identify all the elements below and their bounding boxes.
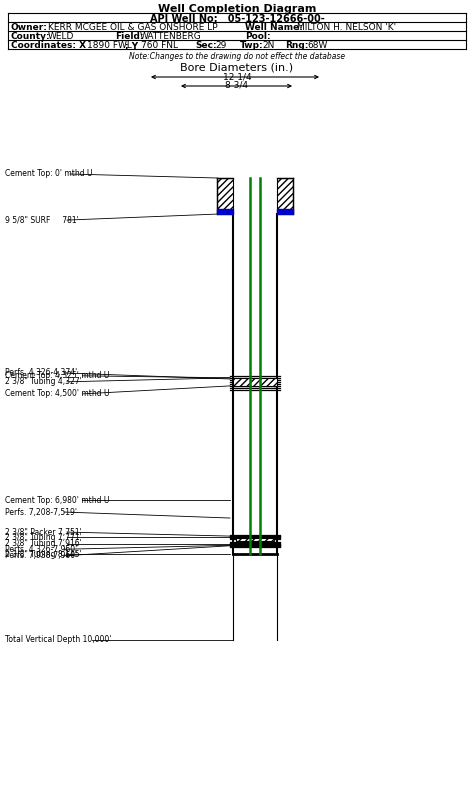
Text: 9 5/8" SURF     781': 9 5/8" SURF 781' <box>5 215 79 224</box>
Text: Twp:: Twp: <box>240 41 264 50</box>
Text: 2 3/8" Tubing 7,916': 2 3/8" Tubing 7,916' <box>5 539 82 548</box>
Text: 68W: 68W <box>307 41 328 50</box>
Text: 760 FNL: 760 FNL <box>141 41 178 50</box>
Text: WATTENBERG: WATTENBERG <box>140 32 202 41</box>
Text: Perfs. 4,326-7,960': Perfs. 4,326-7,960' <box>5 545 77 554</box>
Bar <box>277 209 293 214</box>
Text: Bore Diameters (in.): Bore Diameters (in.) <box>181 62 293 72</box>
Text: County:: County: <box>11 32 51 41</box>
Text: Perfs. 7,938-7,960': Perfs. 7,938-7,960' <box>5 551 77 560</box>
Text: Owner:: Owner: <box>11 23 48 32</box>
Text: Rng:: Rng: <box>285 41 309 50</box>
Bar <box>233 378 277 386</box>
Bar <box>217 178 233 214</box>
Text: Coordinates: X: Coordinates: X <box>11 41 86 50</box>
Text: Perfs. 4,326-4,374': Perfs. 4,326-4,374' <box>5 369 77 378</box>
Text: 29: 29 <box>215 41 227 50</box>
Text: 2 3/8" Tubing 7,771': 2 3/8" Tubing 7,771' <box>5 533 82 541</box>
Text: 2 3/8" Tubing 4,327': 2 3/8" Tubing 4,327' <box>5 378 82 387</box>
Text: 2 3/8" Tubing 8,145': 2 3/8" Tubing 8,145' <box>5 550 82 558</box>
Bar <box>277 178 293 214</box>
Text: 1890 FWL: 1890 FWL <box>87 41 132 50</box>
Text: ; Y: ; Y <box>125 41 138 50</box>
Text: Note:Changes to the drawing do not effect the database: Note:Changes to the drawing do not effec… <box>129 52 345 61</box>
Text: Cement Top: 0' mthd U: Cement Top: 0' mthd U <box>5 169 92 178</box>
Text: Well Completion Diagram: Well Completion Diagram <box>158 4 316 14</box>
Bar <box>236 538 274 541</box>
Text: 2 3/8" Packer 7,751': 2 3/8" Packer 7,751' <box>5 528 82 537</box>
Text: WELD: WELD <box>48 32 74 41</box>
Text: Cement Top: 4,325' mthd U: Cement Top: 4,325' mthd U <box>5 371 109 380</box>
Text: 2N: 2N <box>262 41 274 50</box>
Text: Pool:: Pool: <box>245 32 271 41</box>
Text: Well Name:: Well Name: <box>245 23 303 32</box>
Text: 8 3/4: 8 3/4 <box>226 81 248 90</box>
Text: MILTON H. NELSON 'K': MILTON H. NELSON 'K' <box>297 23 396 32</box>
Text: Cement Top: 6,980' mthd U: Cement Top: 6,980' mthd U <box>5 496 109 505</box>
Text: Total Vertical Depth 10,000': Total Vertical Depth 10,000' <box>5 635 111 645</box>
Text: Field:: Field: <box>115 32 144 41</box>
Text: Cement Top: 4,500' mthd U: Cement Top: 4,500' mthd U <box>5 390 109 399</box>
Text: Sec:: Sec: <box>195 41 217 50</box>
Text: API Well No:   05-123-12666-00-: API Well No: 05-123-12666-00- <box>150 14 324 24</box>
Bar <box>217 209 233 214</box>
Text: Perfs. 7,208-7,519': Perfs. 7,208-7,519' <box>5 508 77 516</box>
Text: KERR MCGEE OIL & GAS ONSHORE LP: KERR MCGEE OIL & GAS ONSHORE LP <box>48 23 218 32</box>
Text: 12 1/4: 12 1/4 <box>223 72 251 81</box>
